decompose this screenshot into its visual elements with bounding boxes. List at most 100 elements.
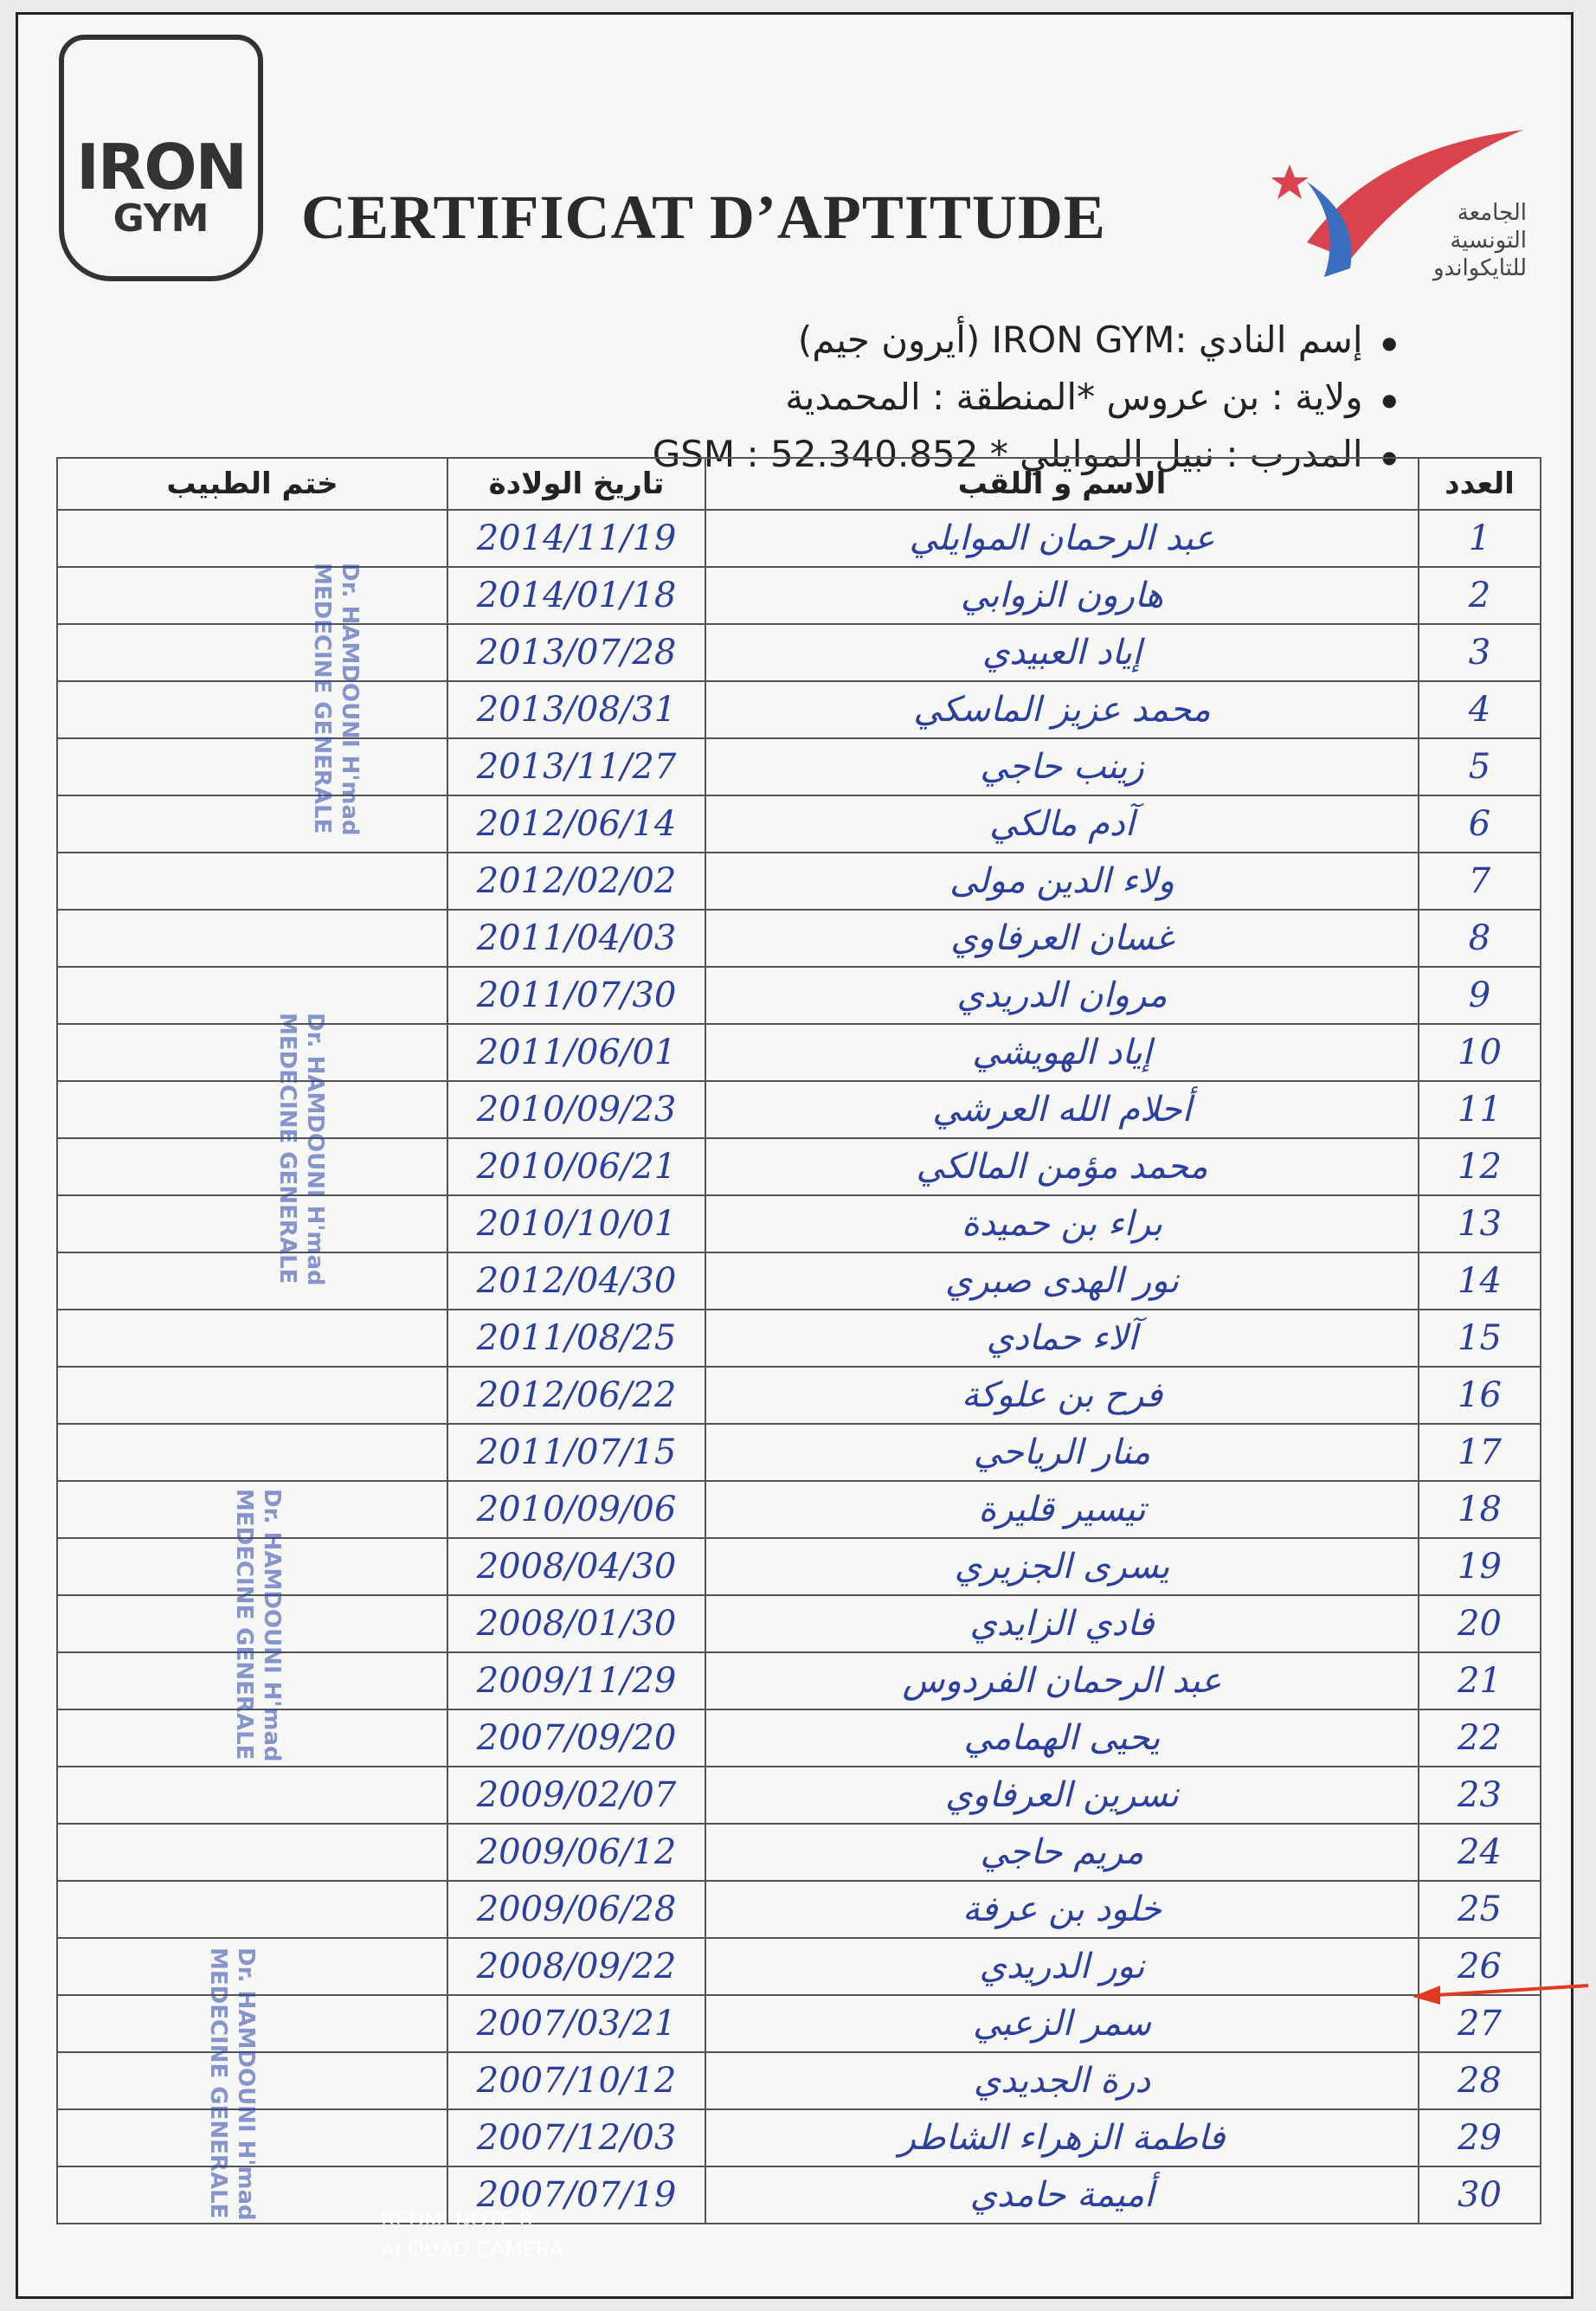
- cell-stamp: [56, 566, 448, 625]
- cell-name: إياد الهويشي: [705, 1023, 1419, 1082]
- cell-name: زينب حاجي: [705, 737, 1419, 796]
- table-row: 17 منار الرياحي 2011/07/15: [56, 1423, 1541, 1482]
- cell-stamp: [56, 1709, 448, 1767]
- table-row: 5 زينب حاجي 2013/11/27: [56, 737, 1541, 796]
- federation-logo: [1272, 130, 1523, 277]
- table-row: 24 مريم حاجي 2009/06/12: [56, 1823, 1541, 1882]
- cell-num: 7: [1418, 852, 1541, 911]
- cell-num: 28: [1418, 2051, 1541, 2110]
- cell-stamp: [56, 909, 448, 968]
- cell-stamp: [56, 737, 448, 796]
- cell-date: 2011/07/15: [447, 1423, 706, 1482]
- column-header: الاسم و اللقب: [705, 457, 1419, 511]
- table-row: 21 عبد الرحمان الفردوس 2009/11/29: [56, 1651, 1541, 1710]
- stamp-line: Dr. HAMDOUNI H'mad: [259, 1489, 285, 1762]
- doctor-stamp: Dr. HAMDOUNI H'mad MEDECINE GENERALE: [230, 1489, 286, 1762]
- cell-num: 12: [1418, 1137, 1541, 1196]
- cell-name: يسرى الجزيري: [705, 1537, 1419, 1596]
- cell-name: مريم حاجي: [705, 1823, 1419, 1882]
- cell-stamp: [56, 2166, 448, 2224]
- cell-name: منار الرياحي: [705, 1423, 1419, 1482]
- cell-num: 2: [1418, 566, 1541, 625]
- logo-text: GYM: [113, 196, 209, 241]
- cell-stamp: [56, 1252, 448, 1310]
- logo-text: IRON: [76, 131, 248, 203]
- cell-stamp: [56, 966, 448, 1025]
- cell-stamp: [56, 852, 448, 911]
- cell-date: 2008/09/22: [447, 1937, 706, 1996]
- table-row: 15 آلاء حمادي 2011/08/25: [56, 1309, 1541, 1368]
- cell-stamp: [56, 1537, 448, 1596]
- cell-stamp: [56, 1423, 448, 1482]
- cell-stamp: [56, 1480, 448, 1539]
- cell-num: 9: [1418, 966, 1541, 1025]
- cell-date: 2011/04/03: [447, 909, 706, 968]
- doctor-stamp: Dr. HAMDOUNI H'mad MEDECINE GENERALE: [274, 1013, 329, 1286]
- cell-num: 20: [1418, 1594, 1541, 1653]
- cell-stamp: [56, 1309, 448, 1368]
- table-row: 12 محمد مؤمن المالكي 2010/06/21: [56, 1137, 1541, 1196]
- cell-date: 2011/07/30: [447, 966, 706, 1025]
- cell-name: براء بن حميدة: [705, 1194, 1419, 1253]
- title: CERTIFICAT D’APTITUDE: [301, 183, 1106, 252]
- cell-name: فرح بن علوكة: [705, 1366, 1419, 1425]
- cell-stamp: [56, 1994, 448, 2053]
- camera-watermark: REDMI NOTE 8 AI QUAD CAMERA: [381, 2205, 563, 2264]
- cell-name: نور الدريدي: [705, 1937, 1419, 1996]
- cell-name: محمد مؤمن المالكي: [705, 1137, 1419, 1196]
- cell-name: ولاء الدين مولى: [705, 852, 1419, 911]
- cell-date: 2010/09/23: [447, 1080, 706, 1139]
- cell-name: غسان العرفاوي: [705, 909, 1419, 968]
- table-row: 27 سمر الزعبي 2007/03/21: [56, 1994, 1541, 2053]
- cell-num: 29: [1418, 2108, 1541, 2167]
- cell-num: 3: [1418, 623, 1541, 682]
- cell-num: 5: [1418, 737, 1541, 796]
- cell-date: 2009/02/07: [447, 1766, 706, 1825]
- cell-num: 24: [1418, 1823, 1541, 1882]
- club-logo: IRON GYM: [59, 35, 263, 281]
- cell-name: درة الجديدي: [705, 2051, 1419, 2110]
- cell-name: نور الهدى صبري: [705, 1252, 1419, 1310]
- watermark-line: REDMI NOTE 8: [381, 2208, 533, 2232]
- cell-name: عبد الرحمان الفردوس: [705, 1651, 1419, 1710]
- federation-line: للتايكواندو: [1433, 255, 1527, 281]
- table-row: 8 غسان العرفاوي 2011/04/03: [56, 909, 1541, 968]
- cell-num: 19: [1418, 1537, 1541, 1596]
- cell-num: 14: [1418, 1252, 1541, 1310]
- cell-stamp: [56, 795, 448, 853]
- cell-date: 2007/12/03: [447, 2108, 706, 2167]
- cell-num: 4: [1418, 680, 1541, 739]
- stamp-line: Dr. HAMDOUNI H'mad: [233, 1947, 259, 2221]
- table-row: 9 مروان الدريدي 2011/07/30: [56, 966, 1541, 1025]
- cell-num: 25: [1418, 1880, 1541, 1939]
- cell-stamp: [56, 1651, 448, 1710]
- table-row: 1 عبد الرحمان الموايلي 2014/11/19: [56, 509, 1541, 568]
- stamp-line: Dr. HAMDOUNI H'mad: [302, 1013, 328, 1286]
- table-row: 20 فادي الزايدي 2008/01/30: [56, 1594, 1541, 1653]
- cell-date: 2007/07/19: [447, 2166, 706, 2224]
- cell-name: يحيى الهمامي: [705, 1709, 1419, 1767]
- cell-date: 2012/06/14: [447, 795, 706, 853]
- info-line: ولاية : بن عروس *المنطقة : المحمدية: [785, 376, 1397, 418]
- cell-date: 2011/06/01: [447, 1023, 706, 1082]
- table-row: 18 تيسير قليرة 2010/09/06: [56, 1480, 1541, 1539]
- cell-name: أحلام الله العرشي: [705, 1080, 1419, 1139]
- cell-name: تيسير قليرة: [705, 1480, 1419, 1539]
- table-row: 25 خلود بن عرفة 2009/06/28: [56, 1880, 1541, 1939]
- cell-date: 2012/06/22: [447, 1366, 706, 1425]
- table-row: 11 أحلام الله العرشي 2010/09/23: [56, 1080, 1541, 1139]
- cell-num: 8: [1418, 909, 1541, 968]
- cell-name: أميمة حامدي: [705, 2166, 1419, 2224]
- cell-date: 2009/06/12: [447, 1823, 706, 1882]
- cell-stamp: [56, 1823, 448, 1882]
- cell-stamp: [56, 1766, 448, 1825]
- cell-stamp: [56, 1366, 448, 1425]
- stamp-line: MEDECINE GENERALE: [231, 1489, 257, 1761]
- cell-date: 2011/08/25: [447, 1309, 706, 1368]
- cell-name: فادي الزايدي: [705, 1594, 1419, 1653]
- cell-num: 18: [1418, 1480, 1541, 1539]
- cell-date: 2012/02/02: [447, 852, 706, 911]
- cell-stamp: [56, 1137, 448, 1196]
- cell-name: آدم مالكي: [705, 795, 1419, 853]
